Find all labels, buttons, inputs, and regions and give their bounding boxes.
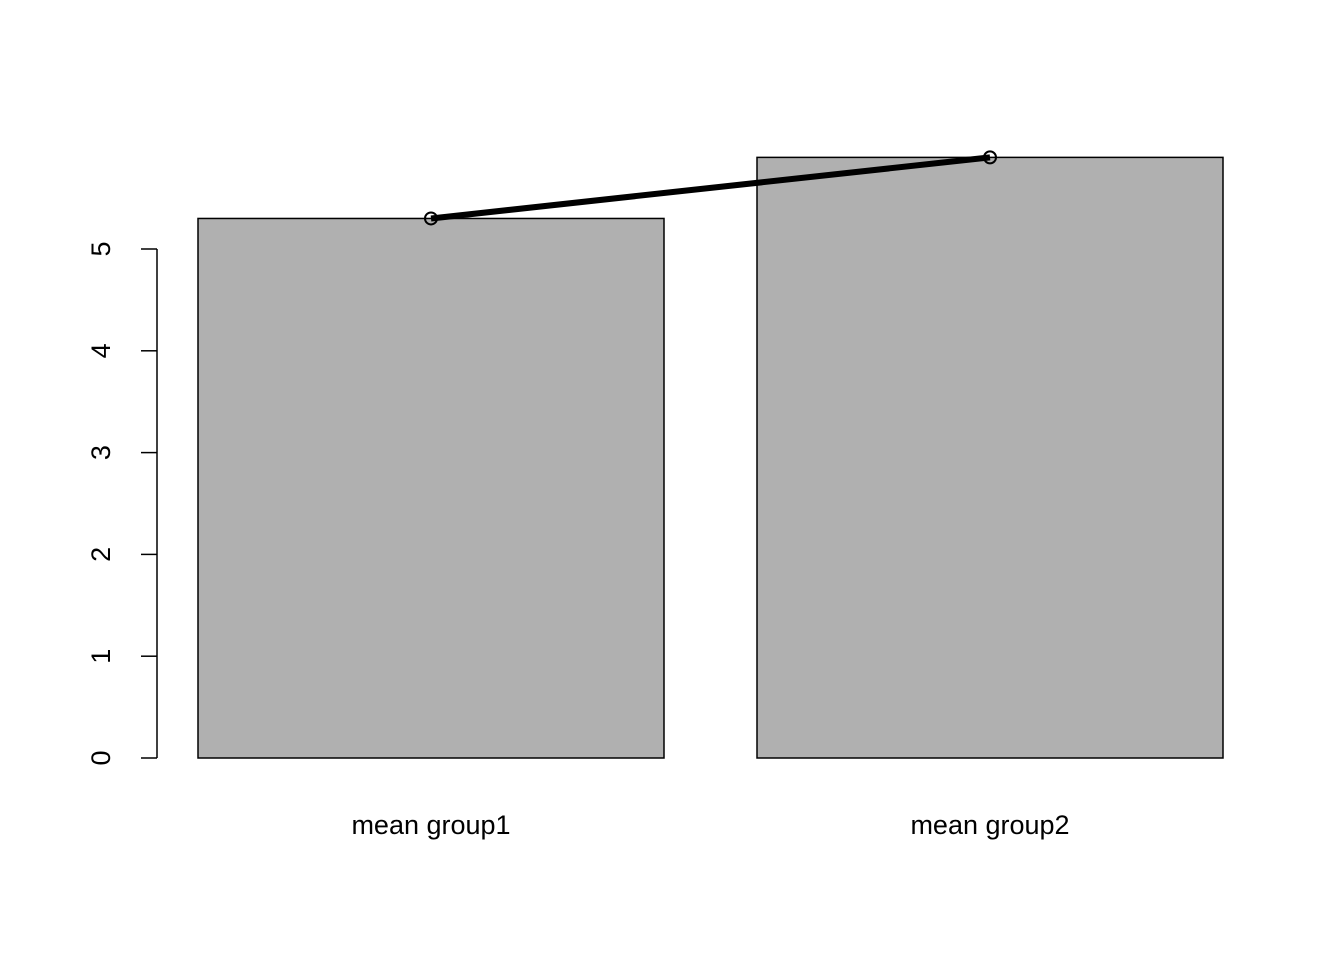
y-tick-label-4: 4: [86, 343, 116, 358]
overlay-line: [430, 154, 991, 222]
bars-group: [197, 156, 1224, 759]
overlay-point-1: [424, 211, 438, 226]
y-axis: 0 1 2 3 4 5: [86, 241, 158, 766]
bar-2: [756, 156, 1224, 759]
category-label-1: mean group1: [351, 810, 510, 840]
x-axis-labels: mean group1 mean group2: [351, 810, 1069, 840]
y-tick-label-5: 5: [86, 241, 116, 256]
y-tick-label-2: 2: [86, 547, 116, 562]
category-label-2: mean group2: [910, 810, 1069, 840]
overlay-line-group: [424, 150, 997, 226]
overlay-point-2: [983, 150, 997, 165]
y-tick-label-0: 0: [86, 750, 116, 765]
y-tick-label-3: 3: [86, 445, 116, 460]
y-tick-label-1: 1: [86, 649, 116, 664]
bar-1: [197, 217, 665, 759]
